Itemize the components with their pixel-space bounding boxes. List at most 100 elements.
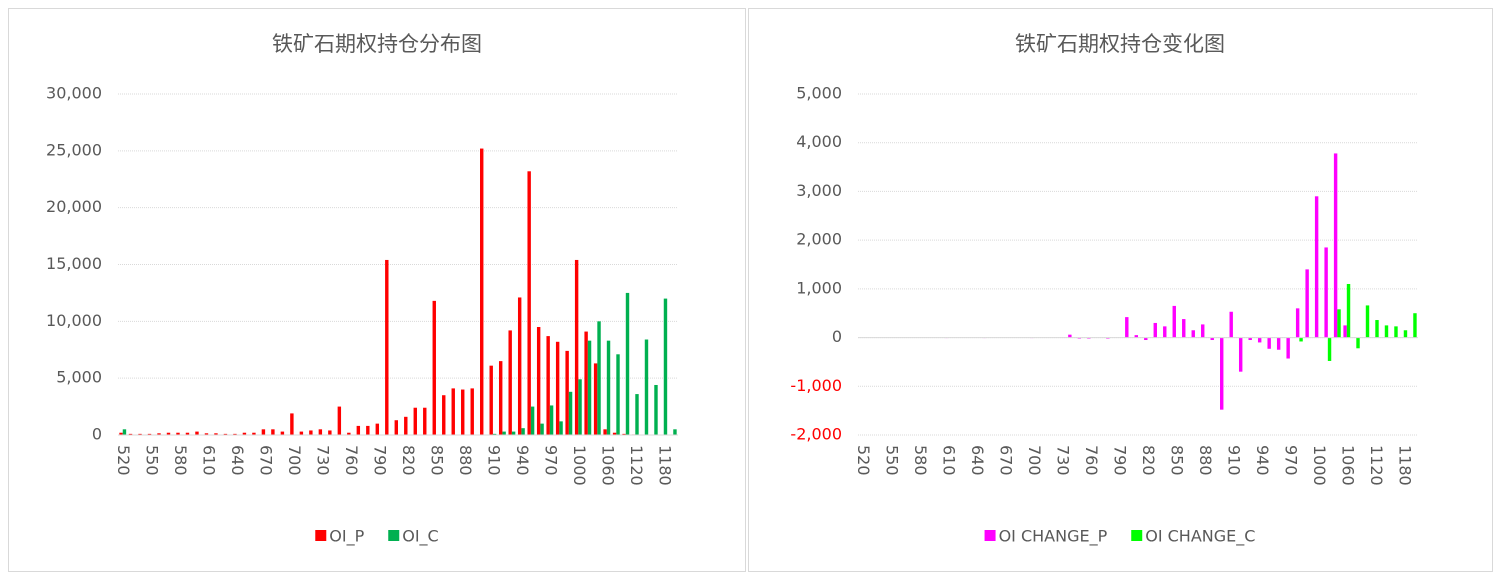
x-tick-label: 760 [1082,445,1101,476]
bar [508,330,511,435]
bar [673,429,676,435]
x-tick-label: 850 [1167,445,1186,476]
y-tick-label: 1,000 [796,278,842,297]
bar [540,424,543,435]
bar [480,149,483,435]
bar [1286,338,1289,359]
bar [518,297,521,435]
x-tick-label: 1000 [570,445,589,486]
x-tick-label: 550 [143,445,162,476]
x-tick-label: 700 [285,445,304,476]
bar [575,260,578,435]
chart-title: 铁矿石期权持仓分布图 [272,32,482,56]
x-tick-label: 970 [541,445,560,476]
x-tick-label: 730 [314,445,333,476]
x-tick-label: 520 [114,445,133,476]
bar [597,321,600,435]
bar [1182,319,1185,338]
x-tick-label: 940 [513,445,532,476]
bar [395,420,398,435]
bar [1375,320,1378,338]
bar [531,407,534,435]
x-tick-label: 760 [342,445,361,476]
bar [385,260,388,435]
y-tick-label: 5,000 [56,368,102,387]
bar [1220,338,1223,410]
bar [1385,325,1388,337]
panel [749,9,1493,572]
y-tick-label: -1,000 [790,376,842,395]
y-tick-label: 3,000 [796,181,842,200]
x-tick-label: 640 [228,445,247,476]
x-tick-label: 670 [257,445,276,476]
bar [1337,309,1340,337]
bar [588,341,591,435]
x-tick-label: 730 [1054,445,1073,476]
x-tick-label: 850 [427,445,446,476]
bar [565,351,568,435]
bar [1334,153,1337,337]
bar [1343,325,1346,337]
bar [1154,323,1157,338]
bar [603,429,606,435]
x-tick-label: 670 [997,445,1016,476]
x-tick-label: 610 [940,445,959,476]
legend-swatch [388,530,399,541]
x-tick-label: 610 [200,445,219,476]
bar [1328,338,1331,361]
bar [512,432,515,435]
legend-label: OI CHANGE_P [999,527,1108,547]
legend-label: OI_C [402,527,438,547]
x-tick-label: 550 [883,445,902,476]
bar [1201,324,1204,337]
bar [527,171,530,435]
y-tick-label: -2,000 [790,425,842,444]
chart-title: 铁矿石期权持仓变化图 [1015,32,1225,56]
bar [1404,330,1407,337]
x-tick-label: 820 [1139,445,1158,476]
y-tick-label: 0 [92,425,102,444]
bar [1356,338,1359,349]
x-tick-label: 790 [371,445,390,476]
bar [376,424,379,435]
x-tick-label: 880 [456,445,475,476]
bar [1267,338,1270,349]
bar [195,432,198,435]
y-tick-label: 20,000 [46,197,102,216]
x-tick-label: 580 [171,445,190,476]
x-tick-label: 1180 [655,445,674,486]
bar [654,385,657,435]
bar [471,388,474,435]
legend-swatch [315,530,326,541]
bar [1239,338,1242,372]
bar [537,327,540,435]
bar [281,432,284,435]
bar [123,429,126,435]
bar [338,407,341,435]
x-tick-label: 520 [854,445,873,476]
bar [1315,196,1318,337]
y-tick-label: 2,000 [796,230,842,249]
x-tick-label: 1120 [627,445,646,486]
bar [357,426,360,435]
y-tick-label: 10,000 [46,311,102,330]
legend-label: OI CHANGE_C [1145,527,1255,547]
bar [1413,313,1416,337]
bar [594,363,597,435]
x-tick-label: 580 [911,445,930,476]
x-tick-label: 820 [399,445,418,476]
bar [1305,269,1308,337]
bar [1173,306,1176,338]
y-tick-label: 5,000 [796,84,842,103]
x-tick-label: 880 [1196,445,1215,476]
bar [1229,312,1232,338]
bar [569,392,572,435]
bar [290,413,293,435]
bar [1394,326,1397,337]
bar [1163,326,1166,337]
y-tick-label: 0 [832,327,842,346]
bar [584,332,587,435]
bar [1296,308,1299,337]
bar [319,429,322,435]
